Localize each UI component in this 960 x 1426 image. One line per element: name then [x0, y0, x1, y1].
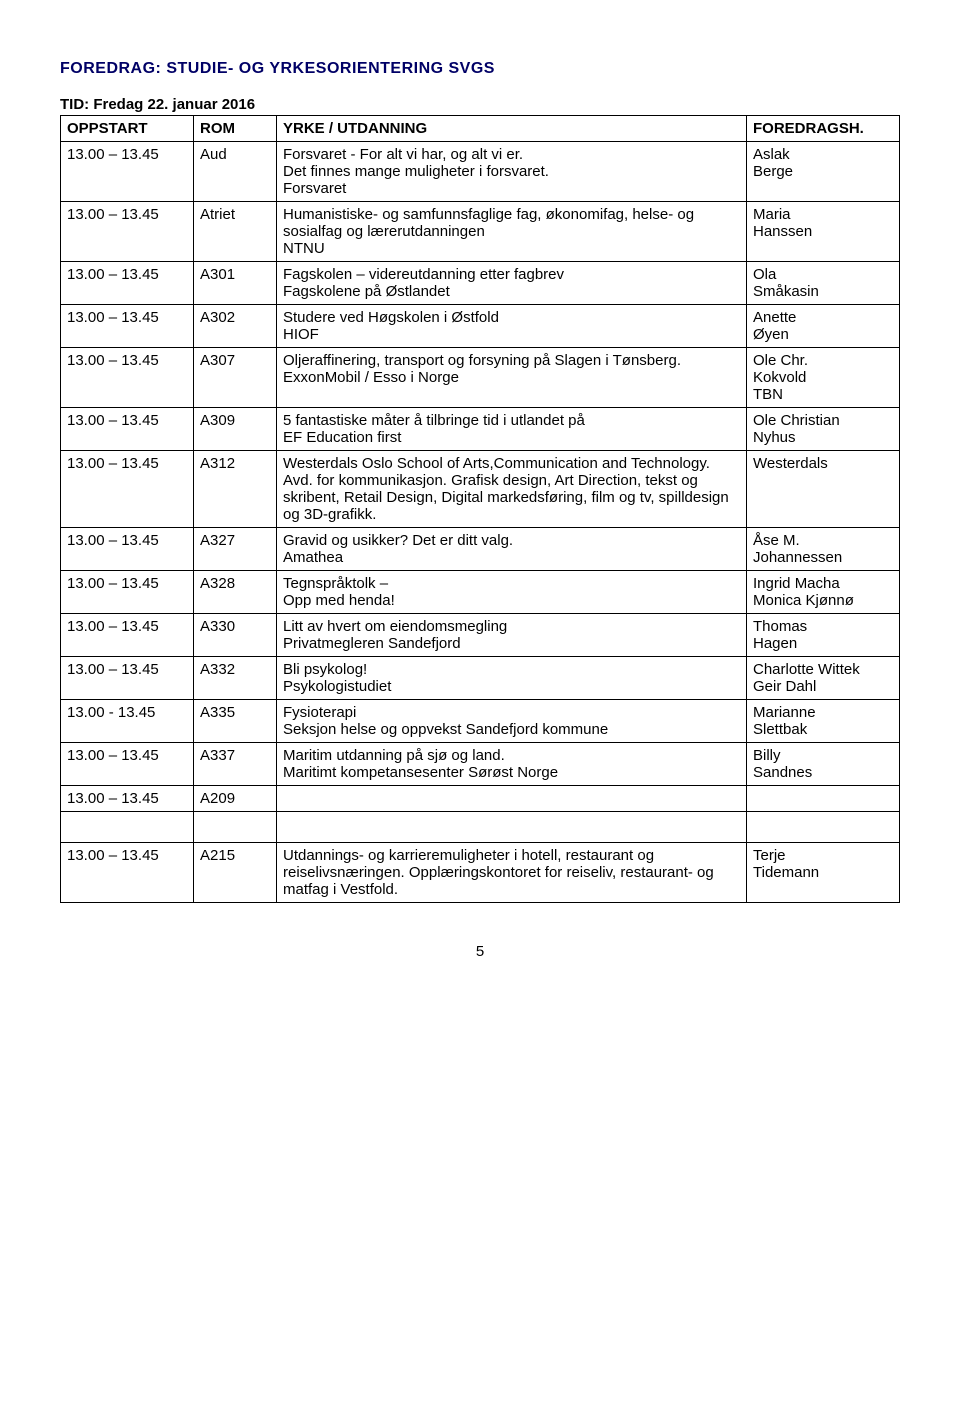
cell-yrke: FysioterapiSeksjon helse og oppvekst San… [277, 700, 747, 743]
cell-foredrag: ThomasHagen [747, 614, 900, 657]
cell-oppstart: 13.00 – 13.45 [61, 528, 194, 571]
time-line: TID: Fredag 22. januar 2016 [60, 96, 900, 113]
cell-rom: A328 [194, 571, 277, 614]
cell-foredrag: OlaSmåkasin [747, 262, 900, 305]
header-rom: ROM [194, 116, 277, 142]
cell-yrke: Fagskolen – videreutdanning etter fagbre… [277, 262, 747, 305]
cell-rom: A327 [194, 528, 277, 571]
cell-yrke: Litt av hvert om eiendomsmeglingPrivatme… [277, 614, 747, 657]
spacer-cell [747, 812, 900, 843]
cell-yrke [277, 786, 747, 812]
cell-yrke: Bli psykolog!Psykologistudiet [277, 657, 747, 700]
cell-foredrag: TerjeTidemann [747, 843, 900, 903]
header-yrke: YRKE / UTDANNING [277, 116, 747, 142]
table-row: 13.00 – 13.45A327Gravid og usikker? Det … [61, 528, 900, 571]
cell-foredrag: Billy Sandnes [747, 743, 900, 786]
table-row: 13.00 – 13.45A328Tegnspråktolk –Opp med … [61, 571, 900, 614]
cell-oppstart: 13.00 – 13.45 [61, 262, 194, 305]
header-foredrag: FOREDRAGSH. [747, 116, 900, 142]
cell-foredrag: MarianneSlettbak [747, 700, 900, 743]
table-row: 13.00 – 13.45A332Bli psykolog!Psykologis… [61, 657, 900, 700]
table-row: 13.00 – 13.45A301Fagskolen – videreutdan… [61, 262, 900, 305]
cell-oppstart: 13.00 - 13.45 [61, 700, 194, 743]
cell-rom: A301 [194, 262, 277, 305]
cell-rom: A307 [194, 348, 277, 408]
cell-oppstart: 13.00 – 13.45 [61, 408, 194, 451]
cell-oppstart: 13.00 – 13.45 [61, 786, 194, 812]
table-row: 13.00 – 13.45AudForsvaret - For alt vi h… [61, 142, 900, 202]
document-title: FOREDRAG: STUDIE- OG YRKESORIENTERING SV… [60, 60, 900, 78]
cell-rom: Aud [194, 142, 277, 202]
spacer-cell [277, 812, 747, 843]
cell-oppstart: 13.00 – 13.45 [61, 571, 194, 614]
cell-yrke: Westerdals Oslo School of Arts,Communica… [277, 451, 747, 528]
table-row: 13.00 – 13.45A312Westerdals Oslo School … [61, 451, 900, 528]
cell-yrke: Forsvaret - For alt vi har, og alt vi er… [277, 142, 747, 202]
cell-foredrag: Charlotte WittekGeir Dahl [747, 657, 900, 700]
cell-oppstart: 13.00 – 13.45 [61, 843, 194, 903]
cell-oppstart: 13.00 – 13.45 [61, 142, 194, 202]
table-row: 13.00 – 13.45A302Studere ved Høgskolen i… [61, 305, 900, 348]
cell-oppstart: 13.00 – 13.45 [61, 305, 194, 348]
cell-yrke: Oljeraffinering, transport og forsyning … [277, 348, 747, 408]
cell-foredrag: Ole ChristianNyhus [747, 408, 900, 451]
table-row: 13.00 – 13.45A215Utdannings- og karriere… [61, 843, 900, 903]
schedule-table: OPPSTART ROM YRKE / UTDANNING FOREDRAGSH… [60, 115, 900, 903]
cell-yrke: Maritim utdanning på sjø og land.Maritim… [277, 743, 747, 786]
table-row: 13.00 – 13.45AtrietHumanistiske- og samf… [61, 202, 900, 262]
cell-yrke: Humanistiske- og samfunnsfaglige fag, øk… [277, 202, 747, 262]
cell-oppstart: 13.00 – 13.45 [61, 614, 194, 657]
cell-oppstart: 13.00 – 13.45 [61, 743, 194, 786]
cell-foredrag: Ole Chr.KokvoldTBN [747, 348, 900, 408]
cell-rom: A337 [194, 743, 277, 786]
cell-foredrag [747, 786, 900, 812]
cell-foredrag: MariaHanssen [747, 202, 900, 262]
table-row: 13.00 – 13.45A209 [61, 786, 900, 812]
cell-rom: A330 [194, 614, 277, 657]
cell-foredrag: AnetteØyen [747, 305, 900, 348]
spacer-cell [61, 812, 194, 843]
cell-rom: A209 [194, 786, 277, 812]
cell-rom: A332 [194, 657, 277, 700]
cell-rom: Atriet [194, 202, 277, 262]
page-number: 5 [60, 943, 900, 960]
cell-foredrag: Åse M.Johannessen [747, 528, 900, 571]
cell-yrke: 5 fantastiske måter å tilbringe tid i ut… [277, 408, 747, 451]
cell-yrke: Utdannings- og karrieremuligheter i hote… [277, 843, 747, 903]
cell-foredrag: Westerdals [747, 451, 900, 528]
cell-foredrag: Ingrid MachaMonica Kjønnø [747, 571, 900, 614]
cell-rom: A335 [194, 700, 277, 743]
cell-rom: A302 [194, 305, 277, 348]
cell-oppstart: 13.00 – 13.45 [61, 202, 194, 262]
table-row: 13.00 – 13.45A307Oljeraffinering, transp… [61, 348, 900, 408]
cell-rom: A312 [194, 451, 277, 528]
cell-yrke: Gravid og usikker? Det er ditt valg.Amat… [277, 528, 747, 571]
cell-oppstart: 13.00 – 13.45 [61, 451, 194, 528]
table-row: 13.00 – 13.45A330Litt av hvert om eiendo… [61, 614, 900, 657]
table-row [61, 812, 900, 843]
cell-yrke: Studere ved Høgskolen i ØstfoldHIOF [277, 305, 747, 348]
table-row: 13.00 - 13.45A335FysioterapiSeksjon hels… [61, 700, 900, 743]
table-header-row: OPPSTART ROM YRKE / UTDANNING FOREDRAGSH… [61, 116, 900, 142]
table-row: 13.00 – 13.45A337Maritim utdanning på sj… [61, 743, 900, 786]
spacer-cell [194, 812, 277, 843]
table-row: 13.00 – 13.45A3095 fantastiske måter å t… [61, 408, 900, 451]
cell-rom: A309 [194, 408, 277, 451]
cell-yrke: Tegnspråktolk –Opp med henda! [277, 571, 747, 614]
cell-oppstart: 13.00 – 13.45 [61, 657, 194, 700]
cell-foredrag: AslakBerge [747, 142, 900, 202]
cell-rom: A215 [194, 843, 277, 903]
header-oppstart: OPPSTART [61, 116, 194, 142]
cell-oppstart: 13.00 – 13.45 [61, 348, 194, 408]
